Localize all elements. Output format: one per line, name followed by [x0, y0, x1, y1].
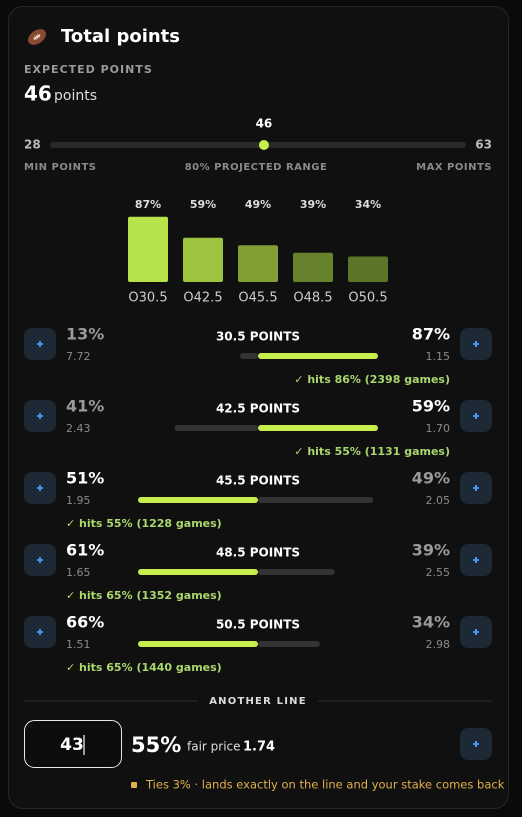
range-max: 63 — [475, 138, 492, 152]
under-odds: 2.43 — [66, 422, 91, 435]
under-odds: 1.65 — [66, 566, 91, 579]
bar-value-label: 39% — [300, 198, 326, 211]
over-odds: 1.15 — [426, 350, 451, 363]
line-title: 45.5 POINTS — [216, 474, 300, 488]
expected-unit: points — [54, 88, 97, 104]
over-pct: 87% — [412, 325, 450, 344]
bar-category: O30.5 — [128, 291, 167, 306]
ties-note: Ties 3% · lands exactly on the line and … — [145, 778, 505, 792]
over-odds: 1.70 — [426, 422, 451, 435]
over-odds: 2.05 — [426, 494, 451, 507]
line-input-value[interactable]: 43 — [60, 735, 84, 755]
bar-category: O50.5 — [348, 291, 387, 306]
over-pct: 34% — [412, 613, 450, 632]
over-pct: 39% — [412, 541, 450, 560]
add-button[interactable] — [24, 472, 56, 504]
another-pct: 55% — [131, 733, 181, 757]
bar-value-label: 49% — [245, 198, 271, 211]
add-button[interactable] — [460, 544, 492, 576]
hits-note: ✓ hits 65% (1352 games) — [66, 589, 222, 602]
over-bar — [258, 425, 378, 431]
bar — [128, 216, 168, 282]
bar-value-label: 59% — [190, 198, 216, 211]
under-odds: 1.95 — [66, 494, 91, 507]
under-pct: 61% — [66, 541, 104, 560]
under-bar — [138, 569, 258, 575]
card — [8, 6, 509, 809]
over-pct: 49% — [412, 469, 450, 488]
over-odds: 2.98 — [426, 638, 451, 651]
add-button[interactable] — [460, 728, 492, 760]
over-bar — [258, 497, 374, 503]
over-bar — [258, 353, 378, 359]
bar — [183, 237, 223, 282]
fair-price: 1.74 — [243, 740, 275, 755]
bar — [238, 245, 278, 282]
under-bar — [174, 425, 258, 431]
range-max-label: MAX POINTS — [416, 162, 492, 173]
under-pct: 66% — [66, 613, 104, 632]
another-line-label: ANOTHER LINE — [209, 696, 307, 707]
under-bar — [138, 497, 258, 503]
bar-category: O48.5 — [293, 291, 332, 306]
over-odds: 2.55 — [426, 566, 451, 579]
range-center-label: 80% PROJECTED RANGE — [185, 162, 328, 173]
under-pct: 51% — [66, 469, 104, 488]
line-title: 50.5 POINTS — [216, 618, 300, 632]
expected-value: 46 — [24, 82, 52, 106]
under-odds: 1.51 — [66, 638, 91, 651]
bar — [293, 252, 333, 282]
bar — [348, 256, 388, 282]
add-button[interactable] — [24, 328, 56, 360]
range-min: 28 — [24, 138, 41, 152]
add-button[interactable] — [24, 400, 56, 432]
over-pct: 59% — [412, 397, 450, 416]
range-min-label: MIN POINTS — [24, 162, 96, 173]
bar-value-label: 34% — [355, 198, 381, 211]
over-bar — [258, 569, 335, 575]
under-odds: 7.72 — [66, 350, 91, 363]
under-bar — [240, 353, 258, 359]
title: Total points — [61, 26, 180, 47]
bar-category: O42.5 — [183, 291, 222, 306]
add-button[interactable] — [460, 616, 492, 648]
fair-price-label: fair price — [187, 740, 241, 754]
add-button[interactable] — [460, 328, 492, 360]
add-button[interactable] — [24, 616, 56, 648]
add-button[interactable] — [24, 544, 56, 576]
line-input[interactable] — [24, 720, 122, 768]
bar-value-label: 87% — [135, 198, 161, 211]
hits-note: ✓ hits 65% (1440 games) — [66, 661, 222, 674]
note-icon — [131, 782, 137, 788]
hits-note: ✓ hits 55% (1131 games) — [294, 445, 450, 458]
add-button[interactable] — [460, 472, 492, 504]
hits-note: ✓ hits 86% (2398 games) — [294, 373, 450, 386]
football-icon — [27, 29, 47, 45]
hits-note: ✓ hits 55% (1228 games) — [66, 517, 222, 530]
under-pct: 13% — [66, 325, 104, 344]
under-bar — [138, 641, 258, 647]
bar-category: O45.5 — [238, 291, 277, 306]
range-track — [50, 142, 466, 148]
line-title: 42.5 POINTS — [216, 402, 300, 416]
add-button[interactable] — [460, 400, 492, 432]
under-pct: 41% — [66, 397, 104, 416]
expected-label: EXPECTED POINTS — [24, 63, 153, 76]
range-marker-label: 46 — [256, 117, 273, 131]
line-title: 30.5 POINTS — [216, 330, 300, 344]
line-title: 48.5 POINTS — [216, 546, 300, 560]
over-bar — [258, 641, 320, 647]
range-marker — [258, 140, 269, 150]
